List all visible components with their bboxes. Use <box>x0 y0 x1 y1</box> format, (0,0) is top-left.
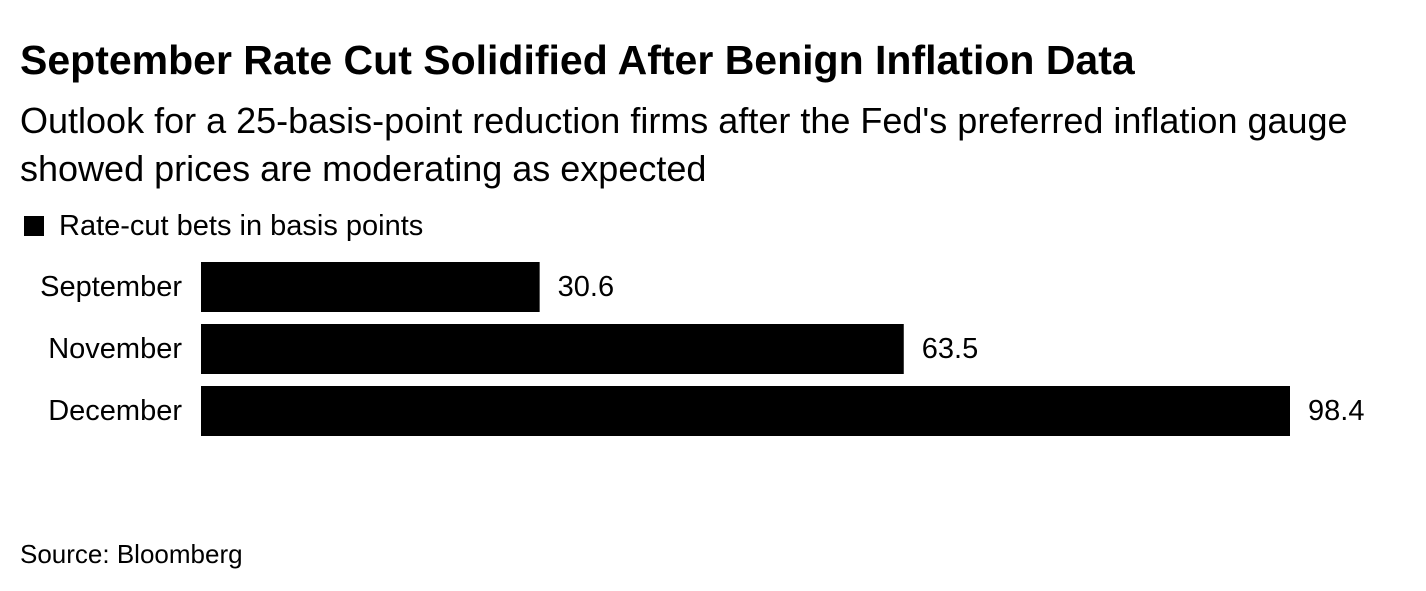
source-note: Source: Bloomberg <box>20 539 243 569</box>
legend-swatch <box>24 216 44 236</box>
category-label-september: September <box>40 271 182 303</box>
chart-title: September Rate Cut Solidified After Beni… <box>20 37 1135 83</box>
category-label-november: November <box>48 333 182 365</box>
category-label-december: December <box>48 395 182 427</box>
legend: Rate-cut bets in basis points <box>24 208 423 244</box>
value-label-november: 63.5 <box>922 333 978 365</box>
bar-december <box>201 386 1290 436</box>
value-label-september: 30.6 <box>558 271 614 303</box>
bar-november <box>201 324 904 374</box>
bar-chart: September 30.6 November 63.5 December 98.4 <box>40 262 1364 436</box>
legend-label: Rate-cut bets in basis points <box>59 210 424 242</box>
value-label-december: 98.4 <box>1308 395 1364 427</box>
bar-september <box>201 262 540 312</box>
chart-subtitle: Outlook for a 25-basis-point reduction f… <box>20 100 1348 189</box>
